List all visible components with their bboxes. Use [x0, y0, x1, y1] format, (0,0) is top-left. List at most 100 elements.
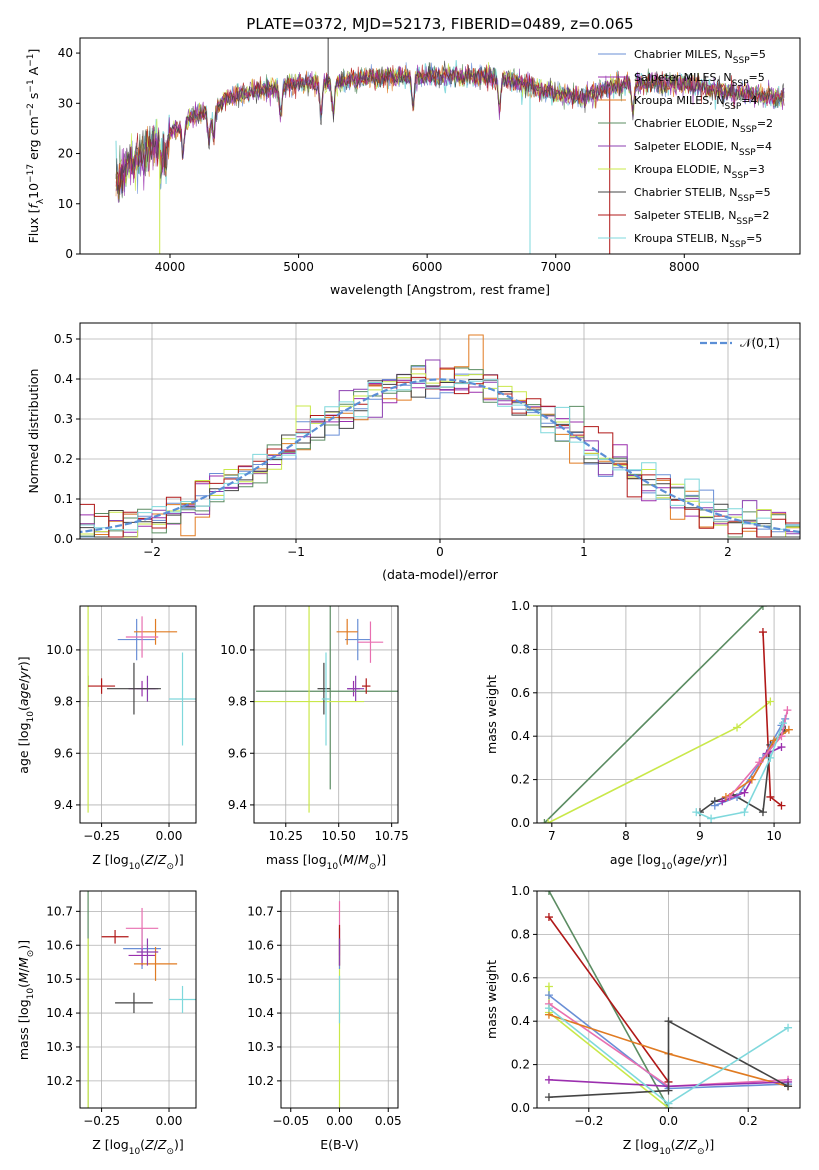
y-axis-label: age [log10(age/yr)] — [16, 656, 36, 773]
weight-marker — [544, 1004, 553, 1013]
weight-marker — [540, 819, 549, 823]
weight-marker — [784, 725, 793, 734]
axes-frame — [79, 890, 197, 1109]
y-tick-label: 10.0 — [46, 643, 73, 657]
weight-marker — [544, 1075, 553, 1084]
x-tick-label: 0.00 — [156, 1114, 183, 1128]
spectrum-line-salpeter_elodie — [115, 65, 785, 203]
histogram-chabrier_stelib — [80, 374, 800, 538]
y-tick-label: 0.8 — [511, 927, 530, 941]
x-tick-label: 7000 — [540, 260, 571, 274]
x-tick-label: 2 — [724, 545, 732, 559]
plot-area — [254, 606, 398, 813]
y-tick-label: 10.7 — [46, 904, 73, 918]
x-tick-label: −2 — [143, 545, 161, 559]
axes-frame — [253, 605, 399, 824]
x-tick-label: 0.05 — [375, 1114, 402, 1128]
y-tick-label: 10.6 — [46, 938, 73, 952]
weight-marker — [710, 801, 719, 810]
x-axis-label: Z [log10(Z/Z⊙)] — [623, 1137, 715, 1157]
x-tick-label: 7 — [548, 829, 556, 843]
age_vs_mass-panel: 10.25 10.50 10.75 9.4 9.6 9.8 10.0 mass [log10(… — [220, 605, 409, 872]
weight-marker — [544, 1093, 553, 1102]
spectrum-line-chabrier_stelib — [115, 60, 785, 203]
weight-marker — [755, 758, 764, 767]
axes-frame — [536, 605, 801, 824]
weight-marker — [544, 913, 553, 922]
y-axis-label: mass weight — [484, 675, 499, 754]
plot-area — [87, 606, 196, 813]
weight-marker — [777, 801, 786, 810]
weight-marker — [758, 628, 767, 637]
y-tick-label: 0.6 — [511, 686, 530, 700]
x-tick-label: 10.50 — [322, 829, 356, 843]
x-tick-label: 5000 — [283, 260, 314, 274]
x-tick-label: 10.25 — [269, 829, 303, 843]
y-tick-label: 10.6 — [247, 938, 274, 952]
x-tick-label: 0.00 — [326, 1114, 353, 1128]
y-tick-label: 1.0 — [511, 599, 530, 613]
weight-marker — [544, 991, 553, 1000]
legend-label: Salpeter STELIB, NSSP=2 — [634, 209, 770, 227]
weight-marker — [758, 606, 767, 610]
weight-marker — [707, 814, 716, 823]
y-tick-label: 0.0 — [54, 532, 73, 546]
plot-area — [544, 891, 793, 1108]
x-tick-label: 8 — [622, 829, 630, 843]
plot-area — [80, 334, 800, 538]
y-tick-label: 10 — [58, 197, 73, 211]
y-tick-label: 0.5 — [54, 332, 73, 346]
spectrum-panel: 4000 5000 6000 7000 8000 0 10 20 30 40 wavelength … — [26, 37, 801, 297]
weight-marker — [692, 808, 701, 817]
x-tick-label: 0.2 — [739, 1114, 758, 1128]
x-tick-label: −0.05 — [272, 1114, 309, 1128]
x-tick-label: −0.25 — [83, 829, 120, 843]
legend-label: Kroupa MILES, NSSP=4 — [634, 94, 758, 112]
weight-marker — [725, 792, 734, 801]
weight-marker — [664, 1099, 673, 1108]
weight-marker — [766, 792, 775, 801]
spectrum-line-salpeter_miles — [115, 64, 785, 196]
plot-area — [540, 606, 793, 823]
y-tick-label: 1.0 — [511, 884, 530, 898]
y-tick-label: 0.4 — [511, 1014, 530, 1028]
histogram-chabrier_miles — [80, 366, 800, 538]
y-tick-label: 10.2 — [46, 1074, 73, 1088]
mass_vs_Z-panel: −0.25 0.00 10.2 10.3 10.4 10.5 10.6 10.7 Z [log1… — [16, 890, 197, 1157]
y-tick-label: 0.1 — [54, 492, 73, 506]
y-tick-label: 10.3 — [46, 1040, 73, 1054]
weight-marker — [758, 808, 767, 817]
normal-curve — [80, 378, 800, 534]
weight-marker — [664, 1086, 673, 1095]
weight_vs_age-panel: 7 8 9 10 0.0 0.2 0.4 0.6 0.8 1.0 age [log10(age/yr… — [484, 599, 801, 872]
plot-area — [87, 891, 196, 1108]
x-axis-label: mass [log10(M/M⊙)] — [266, 852, 386, 872]
legend-label: Chabrier STELIB, NSSP=5 — [634, 186, 771, 204]
legend-label: Salpeter ELODIE, NSSP=4 — [634, 140, 772, 158]
x-axis-label: E(B-V) — [320, 1137, 359, 1152]
y-tick-label: 9.4 — [54, 798, 73, 812]
y-tick-label: 10.4 — [247, 1006, 274, 1020]
x-tick-label: 4000 — [155, 260, 186, 274]
weight-line-chabrier_elodie — [543, 606, 764, 823]
legend: Chabrier MILES, NSSP=5 Salpeter MILES, NS… — [598, 48, 773, 250]
weight_vs_Z-panel: −0.2 0.0 0.2 0.0 0.2 0.4 0.6 0.8 1.0 Z [log10(Z/Z… — [484, 884, 801, 1157]
weight-marker — [766, 753, 775, 762]
figure-title: PLATE=0372, MJD=52173, FIBERID=0489, z=0… — [246, 15, 633, 33]
y-tick-label: 0.6 — [511, 971, 530, 985]
weight-marker — [718, 797, 727, 806]
weight-marker — [766, 697, 775, 706]
weight-marker — [740, 808, 749, 817]
y-tick-label: 0.2 — [511, 1058, 530, 1072]
weight-marker — [783, 706, 792, 715]
weight-marker — [784, 1023, 793, 1032]
y-tick-label: 0.0 — [511, 816, 530, 830]
y-tick-label: 9.6 — [54, 746, 73, 760]
legend-label: Kroupa ELODIE, NSSP=3 — [634, 163, 765, 181]
mass_vs_EBV-panel: −0.05 0.00 0.05 10.2 10.3 10.4 10.5 10.6 10.7 E(B… — [247, 890, 402, 1152]
weight-marker — [747, 775, 756, 784]
y-axis-label: Flux [fλ10−17 erg cm−2 s−1 A−1] — [26, 49, 46, 244]
legend-label: Chabrier MILES, NSSP=5 — [634, 48, 766, 66]
legend-label: 𝒩(0,1) — [740, 336, 780, 350]
